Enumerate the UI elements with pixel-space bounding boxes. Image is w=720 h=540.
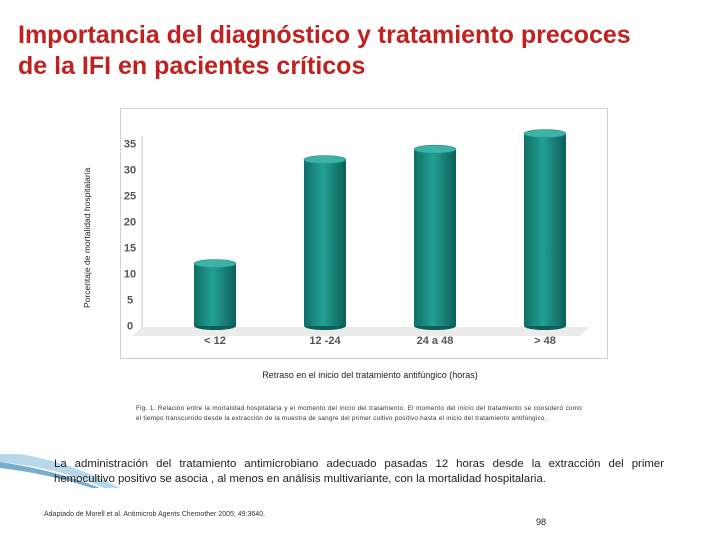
slide-title: Importancia del diagnóstico y tratamient… bbox=[18, 21, 631, 80]
x-axis-label: Retraso en el inicio del tratamiento ant… bbox=[262, 370, 478, 380]
y-ticks: 0 5 10 15 20 25 30 35 bbox=[124, 139, 136, 333]
chart-floor bbox=[132, 327, 590, 336]
bar bbox=[303, 155, 347, 330]
x-tick-label: > 48 bbox=[534, 335, 556, 347]
bars bbox=[193, 129, 567, 330]
x-tick-label: < 12 bbox=[204, 335, 226, 347]
y-tick-label: 30 bbox=[124, 165, 136, 177]
x-tick-label: 24 a 48 bbox=[417, 335, 454, 347]
bar bbox=[523, 129, 567, 330]
source-reference: Adaptado de Morell et al. Antimicrob Age… bbox=[44, 511, 266, 518]
y-tick-label: 35 bbox=[124, 139, 136, 151]
figure-caption: Fig. 1. Relación entre la mortalidad hos… bbox=[136, 405, 582, 422]
decorative-swoosh bbox=[0, 454, 120, 488]
bar bbox=[193, 259, 237, 330]
y-tick-label: 10 bbox=[124, 269, 136, 281]
y-tick-label: 15 bbox=[124, 243, 136, 255]
y-tick-label: 0 bbox=[127, 321, 133, 333]
page-number: 98 bbox=[536, 517, 547, 527]
bar-chart: 0 5 10 15 20 25 30 35 < 12 12 -24 24 a 48 > 48 bbox=[120, 108, 608, 359]
y-tick-label: 5 bbox=[127, 295, 133, 307]
y-tick-label: 20 bbox=[124, 217, 136, 229]
body-text: La administración del tratamiento antimi… bbox=[54, 458, 664, 485]
y-axis-label: Porcentaje de mortalidad hospitalaria bbox=[82, 167, 92, 308]
x-ticks: < 12 12 -24 24 a 48 > 48 bbox=[204, 335, 556, 347]
bar bbox=[413, 144, 457, 330]
x-tick-label: 12 -24 bbox=[309, 335, 341, 347]
y-tick-label: 25 bbox=[124, 191, 136, 203]
